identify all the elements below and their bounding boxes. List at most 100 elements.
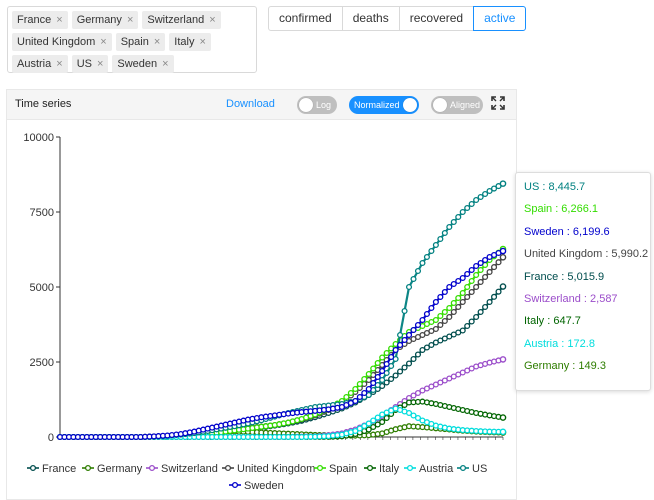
country-tag: Italy × [169,33,211,51]
data-point [464,270,471,278]
data-point [446,313,453,321]
data-point [347,389,354,397]
metric-button-active[interactable]: active [473,6,527,31]
data-point [459,289,466,297]
y-tick-label: 0 [48,432,54,444]
log-toggle-label: Log [316,100,332,110]
data-point [473,271,480,279]
data-point [446,304,453,312]
data-point [379,354,386,361]
data-point [486,187,493,195]
remove-tag-icon[interactable]: × [96,58,104,70]
country-tag: Austria × [12,55,68,73]
data-point [468,288,475,296]
data-point [374,373,381,381]
data-point [361,422,368,430]
data-point [482,190,489,198]
data-point [410,355,417,363]
data-point [486,268,493,276]
data-point [477,259,484,267]
data-point [459,298,466,306]
series-line-us [60,182,504,439]
aligned-toggle-label: Aligned [450,100,481,110]
remove-tag-icon[interactable]: × [100,36,107,48]
country-tag-label: Italy [174,36,195,48]
country-tag: United Kingdom × [12,33,112,51]
normalized-toggle-label: Normalized [354,100,400,110]
country-tag-label: United Kingdom [17,36,96,48]
data-point [437,312,444,320]
data-point [477,278,484,286]
metric-button-recovered[interactable]: recovered [398,6,475,31]
remove-tag-icon[interactable]: × [162,58,169,70]
data-point [437,235,444,243]
data-point [419,259,426,267]
data-point [401,364,408,371]
data-point [401,336,408,344]
data-point [410,326,417,334]
data-point [432,316,439,324]
fullscreen-icon[interactable] [491,96,505,110]
data-point [441,317,448,325]
tooltip-row: Switzerland : 2,587 [524,292,618,305]
data-point [459,274,466,282]
download-link[interactable]: Download [226,98,275,110]
country-tag: France × [12,11,68,29]
data-point [405,360,413,367]
series-line-united-kingdom [60,256,504,439]
country-select[interactable]: France × Germany × Switzerland × United Kingdo… [7,6,257,73]
data-point [383,360,390,368]
data-point [455,303,462,311]
data-point [428,341,435,349]
data-point [432,298,439,306]
country-tag-label: Switzerland [147,14,205,26]
data-point [464,322,471,330]
data-point [383,414,390,422]
remove-tag-icon[interactable]: × [199,36,206,48]
aligned-toggle[interactable]: Aligned [431,96,483,114]
data-point [473,313,480,321]
tooltip-row: Spain : 6,266.1 [524,203,599,216]
country-tag-label: Germany [76,14,122,26]
data-point [499,253,507,261]
remove-tag-icon[interactable]: × [153,36,161,48]
data-point [468,318,475,325]
tooltip-row: US : 8,445.7 [524,181,586,193]
data-point [499,428,507,436]
data-point [370,417,377,424]
country-tag: Spain × [115,33,166,51]
country-tag-label: France [17,14,52,26]
panel-title: Time series [15,98,72,110]
data-point [410,392,417,399]
legend-label: France [42,463,76,475]
data-point [361,375,368,383]
remove-tag-icon[interactable]: × [56,14,63,26]
data-point [473,262,480,270]
toggle-knob [299,98,313,112]
data-point [468,277,475,285]
data-point [419,346,426,354]
data-point [343,393,350,401]
panel-header: Time series Download Log Normalized Alig… [7,90,516,120]
log-toggle[interactable]: Log [297,96,337,114]
data-point [499,356,507,363]
data-point [477,266,484,274]
data-point [468,266,475,274]
data-point [383,379,390,386]
data-point [410,275,417,283]
data-point [446,223,453,231]
remove-tag-icon[interactable]: × [209,14,216,26]
remove-tag-icon[interactable]: × [56,58,63,70]
normalized-toggle[interactable]: Normalized [349,96,419,114]
data-point [405,331,413,339]
data-point [365,426,372,433]
data-point [379,367,386,375]
data-point [388,375,395,383]
data-point [455,213,462,221]
data-point [441,229,448,237]
data-point [374,421,381,428]
remove-tag-icon[interactable]: × [126,14,134,26]
legend-label: Sweden [244,480,284,492]
legend-marker [366,464,374,472]
